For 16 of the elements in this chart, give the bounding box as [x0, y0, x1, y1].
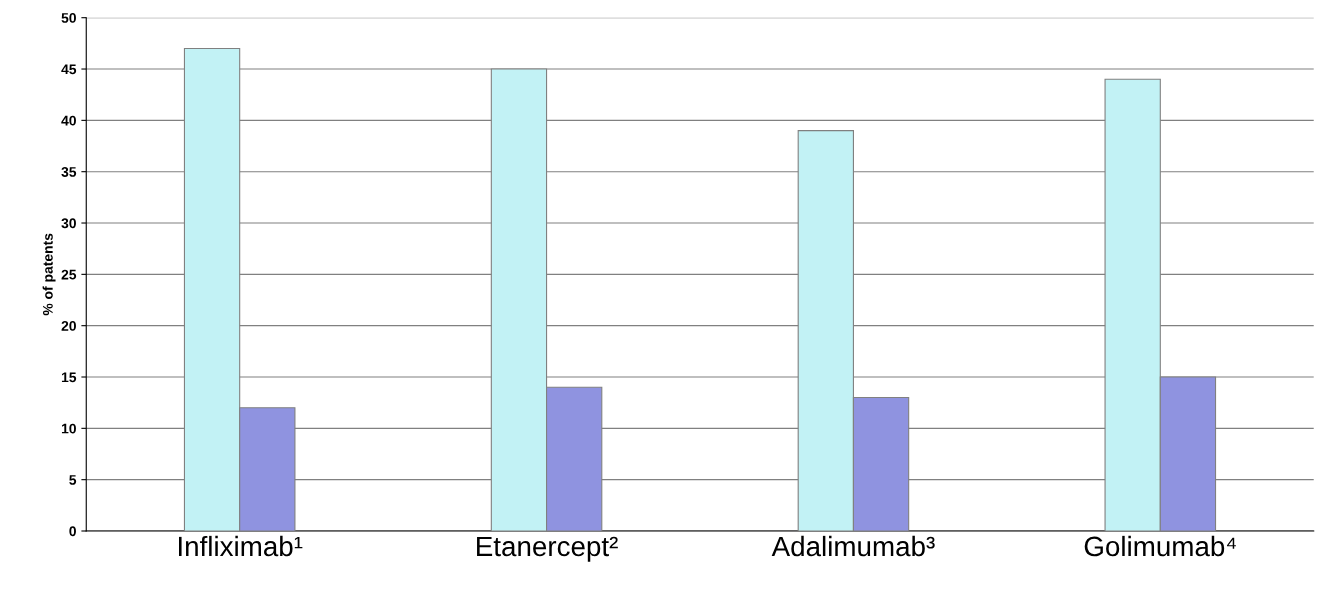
y-tick-label: 45 [61, 64, 77, 75]
x-tick-label: Adalimumab³ [771, 535, 935, 557]
y-tick-label: 50 [61, 13, 76, 23]
y-tick-label: 30 [61, 218, 76, 229]
y-tick-label: 0 [69, 526, 76, 537]
y-tick-label: 35 [61, 167, 77, 177]
x-tick-label: Etanercept² [477, 536, 618, 562]
y-axis-title: % of patents [42, 233, 56, 316]
y-tick-label: 40 [61, 115, 76, 126]
y-tick-label: 25 [61, 269, 77, 280]
y-tick-label: 15 [61, 372, 77, 383]
y-tick-label: 10 [61, 423, 76, 434]
x-tick-label: Golimumab⁴ [1084, 535, 1236, 557]
y-tick-label: 5 [69, 475, 77, 485]
x-tick-label: Infliximab¹ [178, 535, 303, 557]
y-tick-label: 20 [61, 321, 76, 331]
